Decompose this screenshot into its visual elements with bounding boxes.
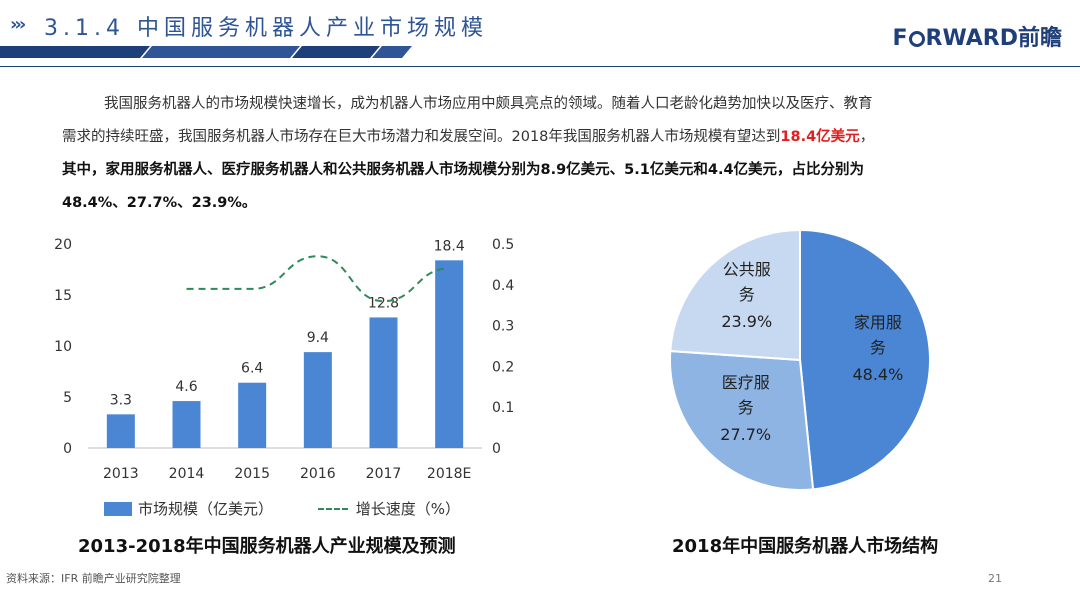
pie-slice-value: 27.7% bbox=[720, 425, 771, 444]
bar-chart-caption: 2013-2018年中国服务机器人产业规模及预测 bbox=[78, 536, 456, 557]
bar-chart: 0 5 10 15 20 0 0.1 0.2 0.3 0.4 0.5 3.3 2013 4.6 2014 6.… bbox=[54, 237, 514, 482]
y2-tick-label: 0.1 bbox=[492, 400, 514, 416]
bar-value-label: 9.4 bbox=[307, 330, 329, 346]
pie-slice-label: 医疗服 bbox=[722, 373, 770, 392]
chevron-icon: ››› bbox=[10, 14, 26, 35]
brand-logo: F RWARD前瞻 bbox=[892, 26, 1062, 51]
intro-paragraph: 我国服务机器人的市场规模快速增长，成为机器人市场应用中颇具亮点的领域。随着人口老… bbox=[62, 88, 1032, 220]
para-line-3: 其中，家用服务机器人、医疗服务机器人和公共服务机器人市场规模分别为8.9亿美元、… bbox=[62, 162, 865, 178]
para-line-1: 我国服务机器人的市场规模快速增长，成为机器人市场应用中颇具亮点的领域。随着人口老… bbox=[104, 96, 873, 112]
y-tick-label: 20 bbox=[54, 237, 72, 253]
y2-tick-label: 0.3 bbox=[492, 319, 514, 335]
y-tick-label: 0 bbox=[63, 441, 72, 457]
page-number: 21 bbox=[988, 572, 1002, 585]
bar bbox=[369, 317, 398, 448]
x-tick-label: 2017 bbox=[366, 466, 402, 482]
y2-tick-label: 0.2 bbox=[492, 359, 514, 375]
source-note: 资料来源：IFR 前瞻产业研究院整理 bbox=[6, 572, 181, 585]
legend-line-swatch bbox=[317, 508, 348, 510]
x-tick-label: 2018E bbox=[427, 466, 471, 482]
para-line-2: 需求的持续旺盛，我国服务机器人市场存在巨大市场潜力和发展空间。2018年我国服务… bbox=[62, 129, 875, 145]
pie-slice bbox=[799, 228, 931, 491]
bar-value-label: 6.4 bbox=[241, 361, 263, 377]
header: ››› 3.1.4 中国服务机器人产业市场规模 F RWARD前瞻 bbox=[0, 0, 1080, 60]
y-tick-label: 15 bbox=[54, 288, 72, 304]
y2-tick-label: 0.5 bbox=[492, 237, 514, 253]
pie-slice-label: 公共服 bbox=[723, 260, 771, 279]
y2-tick-label: 0.4 bbox=[492, 278, 514, 294]
pie-slice-label-cont: 务 bbox=[738, 398, 754, 417]
bar bbox=[172, 401, 201, 448]
bar-chart-legend: 市场规模（亿美元） 增长速度（%） bbox=[104, 498, 460, 519]
bar-value-label: 4.6 bbox=[175, 379, 197, 395]
header-divider bbox=[0, 66, 1080, 67]
bar bbox=[106, 414, 135, 448]
para-line-4: 48.4%、27.7%、23.9%。 bbox=[62, 195, 257, 211]
bar bbox=[435, 260, 464, 448]
legend-line-label: 增长速度（%） bbox=[355, 500, 461, 518]
growth-rate-line bbox=[186, 255, 450, 303]
pie-slice-label-cont: 务 bbox=[739, 285, 755, 304]
pie-chart-caption: 2018年中国服务机器人市场结构 bbox=[672, 536, 939, 557]
legend-bar-swatch bbox=[104, 502, 132, 516]
page-title: 3.1.4 中国服务机器人产业市场规模 bbox=[44, 16, 488, 41]
pie-slice-label: 家用服 bbox=[854, 313, 902, 332]
pie-slice bbox=[669, 349, 815, 491]
x-tick-label: 2013 bbox=[103, 466, 139, 482]
y2-tick-label: 0 bbox=[492, 441, 501, 457]
bar bbox=[238, 382, 267, 448]
logo-o-icon bbox=[908, 31, 925, 47]
bar bbox=[303, 352, 332, 448]
bar-value-label: 18.4 bbox=[434, 238, 465, 254]
x-tick-label: 2014 bbox=[169, 466, 205, 482]
pie-slice-label-cont: 务 bbox=[870, 338, 886, 357]
header-stripes bbox=[0, 46, 412, 58]
pie-slice-value: 48.4% bbox=[852, 365, 903, 384]
pie-slice bbox=[669, 228, 801, 362]
legend-bar-label: 市场规模（亿美元） bbox=[138, 500, 274, 518]
x-tick-label: 2016 bbox=[300, 466, 336, 482]
bar-value-label: 3.3 bbox=[110, 392, 132, 408]
y-tick-label: 10 bbox=[54, 339, 72, 355]
y-tick-label: 5 bbox=[63, 390, 72, 406]
pie-slice-value: 23.9% bbox=[721, 312, 772, 331]
x-tick-label: 2015 bbox=[234, 466, 270, 482]
bar-value-label: 12.8 bbox=[368, 295, 399, 311]
highlight-value: 18.4亿美元 bbox=[780, 129, 860, 145]
